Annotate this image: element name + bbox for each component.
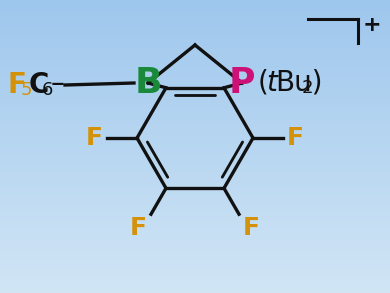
Text: 2: 2 <box>302 79 314 97</box>
Text: C: C <box>29 71 50 99</box>
Text: –: – <box>51 70 65 98</box>
Text: +: + <box>363 15 382 35</box>
Text: (: ( <box>258 69 269 97</box>
Text: F: F <box>243 216 260 240</box>
Text: 6: 6 <box>42 81 53 99</box>
Text: 5: 5 <box>21 81 32 99</box>
Text: P: P <box>229 66 255 100</box>
Text: Bu): Bu) <box>275 69 323 97</box>
Text: B: B <box>134 66 162 100</box>
Text: F: F <box>86 126 103 150</box>
Text: F: F <box>287 126 304 150</box>
Text: t: t <box>266 69 277 97</box>
Text: F: F <box>130 216 147 240</box>
Text: F: F <box>8 71 27 99</box>
